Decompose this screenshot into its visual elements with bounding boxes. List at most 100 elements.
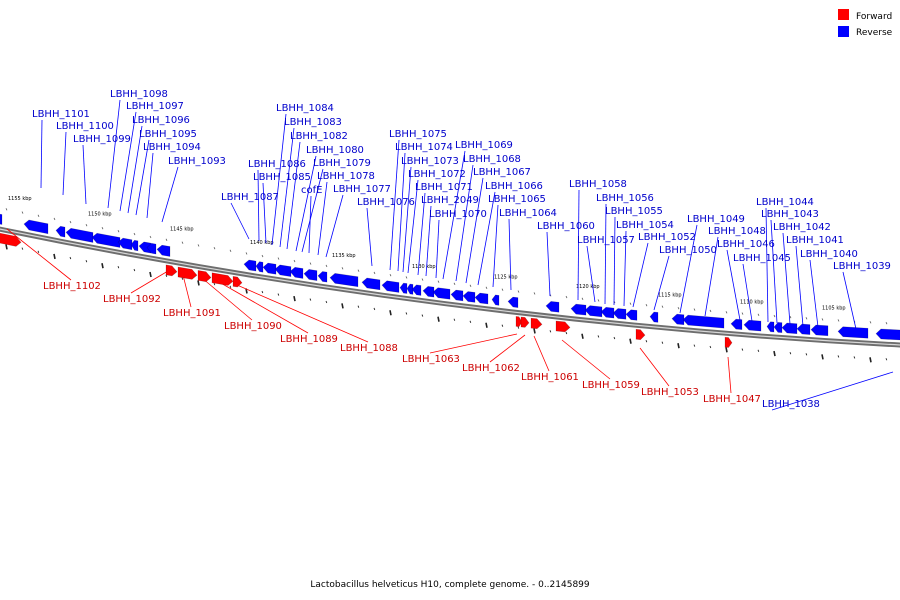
- gene-label-lbhh-1088[interactable]: LBHH_1088: [340, 343, 398, 354]
- gene-label-lbhh-1068[interactable]: LBHH_1068: [463, 154, 521, 165]
- gene-reverse-20[interactable]: [399, 282, 408, 294]
- gene-label-lbhh-1094[interactable]: LBHH_1094: [143, 142, 201, 153]
- gene-forward-3[interactable]: [197, 270, 212, 283]
- gene-label-lbhh-1073[interactable]: LBHH_1073: [401, 156, 459, 167]
- gene-reverse-2[interactable]: [55, 225, 66, 238]
- gene-label-lbhh-1049[interactable]: LBHH_1049: [687, 214, 745, 225]
- gene-label-lbhh-1040[interactable]: LBHH_1040: [800, 249, 858, 260]
- gene-label-lbhh-1085[interactable]: LBHH_1085: [253, 172, 311, 183]
- gene-forward-11[interactable]: [724, 336, 733, 348]
- gene-label-lbhh-1063[interactable]: LBHH_1063: [402, 354, 460, 365]
- gene-reverse-36[interactable]: [649, 311, 659, 323]
- gene-label-lbhh-1090[interactable]: LBHH_1090: [224, 321, 282, 332]
- gene-label-lbhh-1097[interactable]: LBHH_1097: [126, 101, 184, 112]
- gene-label-lbhh-1046[interactable]: LBHH_1046: [717, 239, 775, 250]
- gene-reverse-1[interactable]: [23, 219, 49, 235]
- gene-label-lbhh-1066[interactable]: LBHH_1066: [485, 181, 543, 192]
- gene-label-lbhh-1098[interactable]: LBHH_1098: [110, 89, 168, 100]
- gene-reverse-39[interactable]: [730, 318, 743, 330]
- gene-forward-9[interactable]: [555, 320, 571, 333]
- gene-forward-5[interactable]: [232, 275, 243, 288]
- gene-forward-4[interactable]: [211, 272, 234, 286]
- gene-label-lbhh-1086[interactable]: LBHH_1086: [248, 159, 306, 170]
- gene-reverse-24[interactable]: [432, 287, 451, 300]
- gene-label-lbhh-1092[interactable]: LBHH_1092: [103, 294, 161, 305]
- gene-reverse-45[interactable]: [810, 324, 829, 337]
- gene-reverse-9[interactable]: [156, 244, 171, 257]
- gene-reverse-6[interactable]: [130, 239, 139, 252]
- gene-label-lbhh-1072[interactable]: LBHH_1072: [408, 169, 466, 180]
- gene-reverse-28[interactable]: [491, 294, 500, 306]
- gene-label-lbhh-1077[interactable]: LBHH_1077: [333, 184, 391, 195]
- gene-reverse-13[interactable]: [274, 264, 292, 277]
- gene-forward-7[interactable]: [520, 316, 530, 328]
- gene-reverse-22[interactable]: [411, 284, 422, 296]
- gene-reverse-19[interactable]: [381, 280, 400, 293]
- gene-label-lbhh-1045[interactable]: LBHH_1045: [733, 253, 791, 264]
- gene-label-cofe[interactable]: cofE: [301, 185, 322, 196]
- gene-reverse-12[interactable]: [262, 262, 277, 275]
- gene-label-lbhh-1078[interactable]: LBHH_1078: [317, 171, 375, 182]
- gene-reverse-11[interactable]: [255, 261, 264, 273]
- gene-reverse-47[interactable]: [875, 328, 900, 341]
- gene-reverse-17[interactable]: [329, 272, 359, 288]
- gene-label-lbhh-1044[interactable]: LBHH_1044: [756, 197, 814, 208]
- gene-reverse-23[interactable]: [422, 286, 435, 298]
- gene-reverse-10[interactable]: [243, 259, 257, 272]
- gene-reverse-44[interactable]: [796, 323, 811, 335]
- gene-reverse-18[interactable]: [361, 277, 381, 291]
- gene-label-lbhh-1062[interactable]: LBHH_1062: [462, 363, 520, 374]
- gene-reverse-15[interactable]: [303, 269, 318, 281]
- gene-reverse-41[interactable]: [766, 321, 775, 333]
- gene-label-lbhh-1042[interactable]: LBHH_1042: [773, 222, 831, 233]
- gene-reverse-26[interactable]: [462, 291, 476, 303]
- gene-reverse-35[interactable]: [625, 309, 638, 321]
- gene-label-lbhh-1039[interactable]: LBHH_1039: [833, 261, 891, 272]
- gene-label-lbhh-1075[interactable]: LBHH_1075: [389, 129, 447, 140]
- gene-reverse-38[interactable]: [682, 314, 725, 329]
- gene-label-lbhh-1101[interactable]: LBHH_1101: [32, 109, 90, 120]
- gene-forward-0[interactable]: [0, 232, 22, 247]
- gene-forward-8[interactable]: [530, 317, 543, 330]
- gene-label-lbhh-1048[interactable]: LBHH_1048: [708, 226, 766, 237]
- gene-label-lbhh-1053[interactable]: LBHH_1053: [641, 387, 699, 398]
- gene-label-lbhh-1055[interactable]: LBHH_1055: [605, 206, 663, 217]
- gene-reverse-0[interactable]: [0, 213, 3, 225]
- gene-label-lbhh-1069[interactable]: LBHH_1069: [455, 140, 513, 151]
- gene-label-lbhh-1041[interactable]: LBHH_1041: [786, 235, 844, 246]
- gene-label-lbhh-1096[interactable]: LBHH_1096: [132, 115, 190, 126]
- gene-label-lbhh-1080[interactable]: LBHH_1080: [306, 145, 364, 156]
- gene-forward-1[interactable]: [165, 264, 178, 277]
- gene-label-lbhh-1095[interactable]: LBHH_1095: [139, 129, 197, 140]
- gene-reverse-14[interactable]: [289, 266, 304, 279]
- gene-reverse-27[interactable]: [474, 292, 489, 305]
- gene-label-lbhh-1083[interactable]: LBHH_1083: [284, 117, 342, 128]
- gene-reverse-34[interactable]: [612, 308, 627, 320]
- gene-reverse-31[interactable]: [570, 303, 587, 316]
- gene-label-lbhh-1100[interactable]: LBHH_1100: [56, 121, 114, 132]
- gene-label-lbhh-1099[interactable]: LBHH_1099: [73, 134, 131, 145]
- gene-reverse-25[interactable]: [450, 289, 464, 302]
- gene-reverse-33[interactable]: [600, 306, 615, 319]
- gene-label-lbhh-1043[interactable]: LBHH_1043: [761, 209, 819, 220]
- gene-forward-2[interactable]: [177, 266, 198, 280]
- gene-label-lbhh-1084[interactable]: LBHH_1084: [276, 103, 334, 114]
- gene-label-lbhh-1074[interactable]: LBHH_1074: [395, 142, 453, 153]
- gene-reverse-37[interactable]: [671, 313, 685, 326]
- gene-reverse-43[interactable]: [781, 322, 798, 335]
- gene-label-lbhh-1087[interactable]: LBHH_1087: [221, 192, 279, 203]
- gene-label-lbhh-1089[interactable]: LBHH_1089: [280, 334, 338, 345]
- gene-label-lbhh-1060[interactable]: LBHH_1060: [537, 221, 595, 232]
- gene-label-lbhh-1071[interactable]: LBHH_1071: [415, 182, 473, 193]
- gene-label-lbhh-1082[interactable]: LBHH_1082: [290, 131, 348, 142]
- gene-reverse-42[interactable]: [773, 322, 783, 333]
- gene-label-lbhh-1079[interactable]: LBHH_1079: [313, 158, 371, 169]
- gene-label-lbhh-1093[interactable]: LBHH_1093: [168, 156, 226, 167]
- gene-forward-6[interactable]: [515, 316, 523, 328]
- gene-label-lbhh-1059[interactable]: LBHH_1059: [582, 380, 640, 391]
- gene-reverse-3[interactable]: [65, 227, 94, 243]
- gene-label-lbhh-1058[interactable]: LBHH_1058: [569, 179, 627, 190]
- gene-label-lbhh-1076[interactable]: LBHH_1076: [357, 197, 415, 208]
- gene-label-lbhh-1057[interactable]: LBHH_1057: [577, 235, 635, 246]
- gene-label-lbhh-1038[interactable]: LBHH_1038: [762, 399, 820, 410]
